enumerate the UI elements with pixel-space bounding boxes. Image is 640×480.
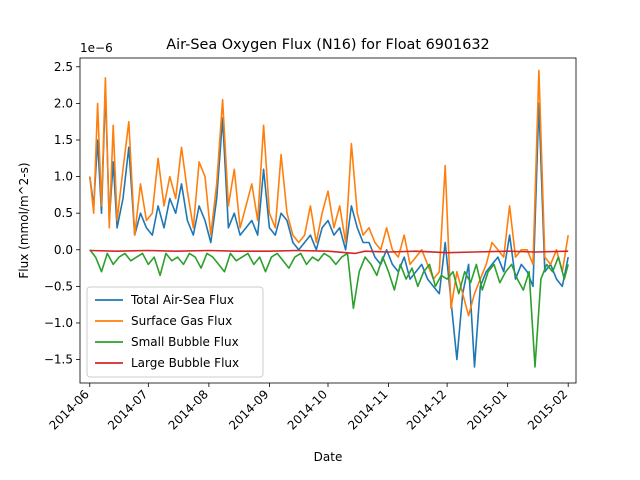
y-tick-label: −1.0 [44, 316, 73, 330]
legend-label-1: Total Air-Sea Flux [130, 293, 234, 307]
y-axis-label: Flux (mmol/m^2-s) [17, 162, 31, 278]
y-tick-label: 2.5 [54, 60, 73, 74]
y-axis: −1.5 −1.0 −0.5 0.0 0.5 1.0 1.5 2.0 2.5 [44, 60, 80, 367]
legend-label-4: Large Bubble Flux [131, 356, 239, 370]
y-tick-label: 1.0 [54, 170, 73, 184]
y-tick-label: −0.5 [44, 279, 73, 293]
series-line-1 [89, 87, 569, 368]
y-tick-label: 0.0 [54, 243, 73, 257]
series-line-3 [89, 249, 569, 368]
y-offset-label: 1e−6 [80, 41, 113, 55]
legend-box [86, 286, 264, 378]
y-tick-label: −1.5 [44, 353, 73, 367]
series-group [89, 69, 569, 368]
x-axis-label: Date [314, 450, 343, 464]
y-tick-label: 1.5 [54, 133, 73, 147]
series-line-4 [89, 249, 569, 255]
legend: Total Air-Sea Flux Surface Gas Flux Small … [86, 286, 264, 378]
series-line-2 [89, 69, 569, 317]
legend-label-2: Surface Gas Flux [131, 314, 232, 328]
y-tick-label: 0.5 [54, 206, 73, 220]
y-tick-label: 2.0 [54, 96, 73, 110]
legend-label-3: Small Bubble Flux [131, 335, 239, 349]
chart-title: Air-Sea Oxygen Flux (N16) for Float 6901… [166, 37, 489, 53]
